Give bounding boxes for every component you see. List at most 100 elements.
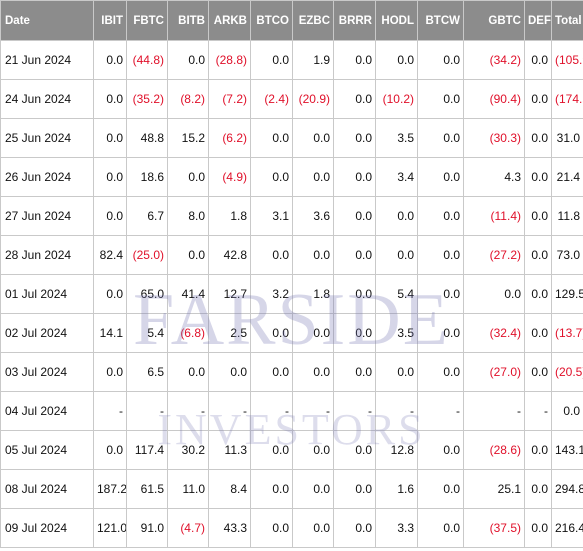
date-cell: 27 Jun 2024 <box>0 196 94 236</box>
cell-gbtc: (11.4) <box>463 196 525 236</box>
cell-arkb: 42.8 <box>208 235 251 275</box>
cell-ezbc: 1.9 <box>292 40 334 80</box>
cell-bitb: 0.0 <box>167 40 209 80</box>
table-row: 01 Jul 2024 0.0 65.0 41.4 12.7 3.2 1.8 0.0 5.4 0.… <box>0 274 583 314</box>
date-cell: 09 Jul 2024 <box>0 508 94 548</box>
cell-defi: 0.0 <box>524 118 552 158</box>
cell-fbtc: 65.0 <box>126 274 168 314</box>
cell-brrr: 0.0 <box>333 430 376 470</box>
column-header-date: Date <box>0 0 94 41</box>
table-row: 21 Jun 2024 0.0 (44.8) 0.0 (28.8) 0.0 1.9 0.0 0.… <box>0 40 583 80</box>
column-header-gbtc: GBTC <box>463 0 525 41</box>
cell-ibit: 0.0 <box>93 274 127 314</box>
cell-defi: 0.0 <box>524 508 552 548</box>
cell-fbtc: (35.2) <box>126 79 168 119</box>
cell-btco: 3.1 <box>250 196 293 236</box>
cell-arkb: (4.9) <box>208 157 251 197</box>
cell-ibit: 0.0 <box>93 118 127 158</box>
cell-fbtc: (44.8) <box>126 40 168 80</box>
cell-btco: 0.0 <box>250 313 293 353</box>
cell-btco: 0.0 <box>250 469 293 509</box>
column-header-defi: DEFI <box>524 0 552 41</box>
cell-defi: 0.0 <box>524 352 552 392</box>
cell-fbtc: 91.0 <box>126 508 168 548</box>
header-row: Date IBIT FBTC BITB ARKB BTCO EZBC BRRR HODL BTCW… <box>0 0 583 41</box>
column-header-ezbc: EZBC <box>292 0 334 41</box>
cell-arkb: 2.5 <box>208 313 251 353</box>
cell-ezbc: - <box>292 391 334 431</box>
cell-total: (20.5) <box>551 352 583 392</box>
table-row: 26 Jun 2024 0.0 18.6 0.0 (4.9) 0.0 0.0 0.0 3.4 0.… <box>0 157 583 197</box>
cell-ezbc: (20.9) <box>292 79 334 119</box>
column-header-brrr: BRRR <box>333 0 376 41</box>
column-header-ibit: IBIT <box>93 0 127 41</box>
cell-brrr: 0.0 <box>333 40 376 80</box>
cell-fbtc: 117.4 <box>126 430 168 470</box>
cell-gbtc: (32.4) <box>463 313 525 353</box>
cell-defi: 0.0 <box>524 235 552 275</box>
cell-defi: 0.0 <box>524 40 552 80</box>
date-cell: 21 Jun 2024 <box>0 40 94 80</box>
cell-bitb: 0.0 <box>167 157 209 197</box>
cell-ibit: 0.0 <box>93 196 127 236</box>
column-header-bitb: BITB <box>167 0 209 41</box>
cell-gbtc: (34.2) <box>463 40 525 80</box>
cell-btcw: 0.0 <box>417 274 464 314</box>
column-header-total: Total <box>551 0 583 41</box>
cell-ibit: 187.2 <box>93 469 127 509</box>
cell-defi: 0.0 <box>524 469 552 509</box>
cell-total: 0.0 <box>551 391 583 431</box>
cell-gbtc: 4.3 <box>463 157 525 197</box>
cell-defi: - <box>524 391 552 431</box>
cell-defi: 0.0 <box>524 196 552 236</box>
cell-arkb: (28.8) <box>208 40 251 80</box>
cell-arkb: 1.8 <box>208 196 251 236</box>
cell-defi: 0.0 <box>524 313 552 353</box>
cell-btcw: 0.0 <box>417 40 464 80</box>
cell-btcw: 0.0 <box>417 79 464 119</box>
cell-fbtc: 5.4 <box>126 313 168 353</box>
cell-bitb: 0.0 <box>167 235 209 275</box>
cell-bitb: (6.8) <box>167 313 209 353</box>
table-row: 25 Jun 2024 0.0 48.8 15.2 (6.2) 0.0 0.0 0.0 3.5 0… <box>0 118 583 158</box>
cell-gbtc: (27.0) <box>463 352 525 392</box>
cell-gbtc: 25.1 <box>463 469 525 509</box>
cell-ezbc: 0.0 <box>292 508 334 548</box>
cell-brrr: 0.0 <box>333 118 376 158</box>
column-header-hodl: HODL <box>375 0 418 41</box>
cell-btcw: 0.0 <box>417 118 464 158</box>
cell-arkb: 11.3 <box>208 430 251 470</box>
cell-arkb: (7.2) <box>208 79 251 119</box>
cell-arkb: 12.7 <box>208 274 251 314</box>
cell-btcw: 0.0 <box>417 430 464 470</box>
date-cell: 01 Jul 2024 <box>0 274 94 314</box>
cell-arkb: 0.0 <box>208 352 251 392</box>
cell-fbtc: 18.6 <box>126 157 168 197</box>
cell-hodl: 5.4 <box>375 274 418 314</box>
cell-bitb: (8.2) <box>167 79 209 119</box>
cell-bitb: 41.4 <box>167 274 209 314</box>
cell-total: 21.4 <box>551 157 583 197</box>
cell-gbtc: (28.6) <box>463 430 525 470</box>
cell-ibit: 14.1 <box>93 313 127 353</box>
date-cell: 03 Jul 2024 <box>0 352 94 392</box>
cell-bitb: 30.2 <box>167 430 209 470</box>
cell-btco: 0.0 <box>250 352 293 392</box>
cell-brrr: 0.0 <box>333 235 376 275</box>
cell-btcw: 0.0 <box>417 469 464 509</box>
cell-bitb: (4.7) <box>167 508 209 548</box>
column-header-arkb: ARKB <box>208 0 251 41</box>
cell-ibit: - <box>93 391 127 431</box>
cell-btco: 0.0 <box>250 430 293 470</box>
cell-ezbc: 3.6 <box>292 196 334 236</box>
cell-total: (13.7) <box>551 313 583 353</box>
cell-total: (174.5) <box>551 79 583 119</box>
cell-hodl: 0.0 <box>375 40 418 80</box>
cell-bitb: 0.0 <box>167 352 209 392</box>
cell-btcw: 0.0 <box>417 196 464 236</box>
cell-ibit: 82.4 <box>93 235 127 275</box>
cell-ibit: 121.0 <box>93 508 127 548</box>
cell-arkb: 43.3 <box>208 508 251 548</box>
cell-total: 143.1 <box>551 430 583 470</box>
